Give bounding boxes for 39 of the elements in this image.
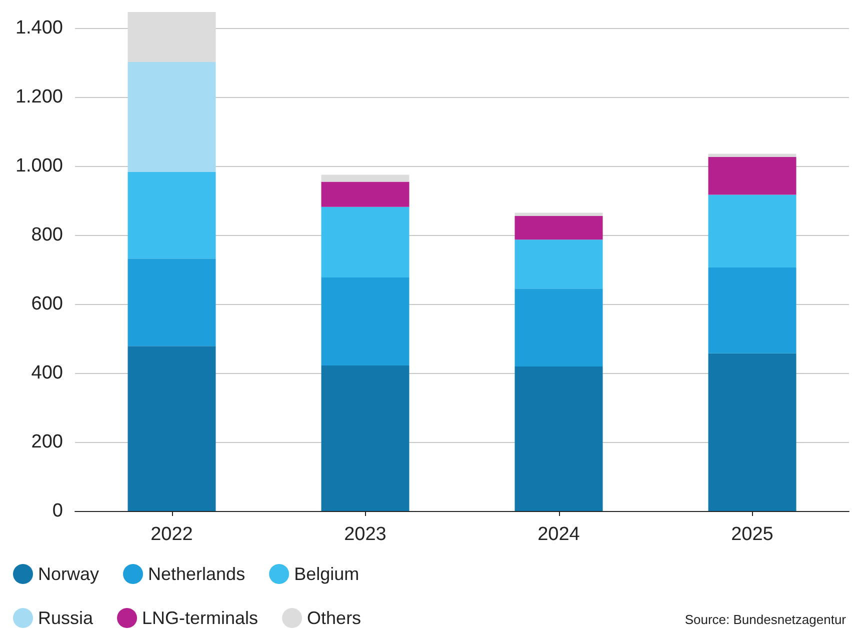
bar [708,353,796,511]
bar [514,288,603,367]
bar [321,174,410,182]
x-tick-label: 2022 [150,524,193,545]
bar [321,278,410,366]
y-tick-label: 1.400 [15,18,63,39]
bar [708,154,796,157]
legend-label: Belgium [294,564,360,584]
y-tick-label: 1.200 [15,86,63,108]
bar [708,156,796,195]
bar [514,216,603,240]
y-tick-label: 400 [31,362,63,384]
legend-label: Russia [38,608,94,628]
y-tick-label: 200 [31,432,63,453]
y-tick-label: 800 [31,224,63,246]
y-tick-label: 600 [31,294,63,315]
legend-label: LNG-terminals [142,608,258,628]
y-tick-label: 0 [52,500,63,522]
legend-label: Netherlands [148,564,246,584]
bar [128,62,216,172]
bar [321,182,410,207]
bar [128,346,216,511]
bar [708,194,796,268]
bar [128,172,216,259]
y-tick-label: 1.000 [15,156,63,177]
bar [128,258,216,346]
x-tick-label: 2024 [538,524,580,545]
x-tick-label: 2025 [731,524,774,545]
bar [321,365,410,511]
bar [514,240,603,289]
bar [321,206,410,278]
source-note: Source: Bundesnetzagentur [684,612,847,627]
legend-label: Others [307,608,362,628]
x-tick-label: 2023 [344,524,386,545]
bar [128,12,216,62]
bar [514,366,603,511]
bar [514,212,603,216]
bar [708,268,796,354]
legend-label: Norway [38,564,100,584]
